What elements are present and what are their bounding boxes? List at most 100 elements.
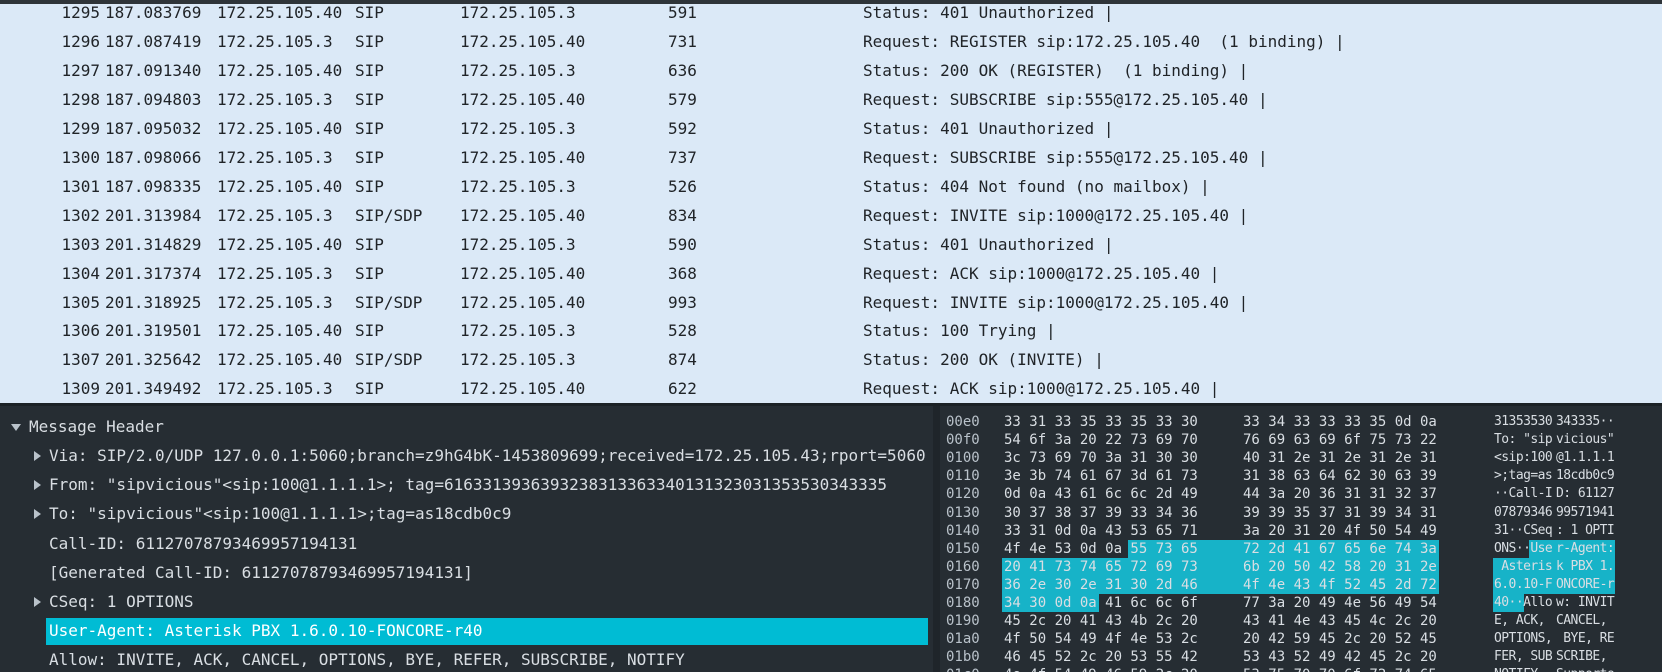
hex-ascii[interactable]: 6.0.10-F: [1494, 576, 1553, 592]
hex-ascii[interactable]: r-Agent:: [1556, 540, 1615, 556]
packet-source: 172.25.105.3: [217, 147, 333, 167]
top-bar: [0, 0, 1662, 4]
hex-ascii[interactable]: vicious": [1556, 432, 1615, 448]
hex-bytes[interactable]: 4f 4e 53 0d 0a 55 73 65: [1004, 540, 1198, 557]
hex-ascii[interactable]: D: 61127: [1556, 486, 1615, 502]
hex-bytes[interactable]: 43 41 4e 43 45 4c 2c 20: [1243, 613, 1437, 630]
hex-bytes[interactable]: 4e 4f 54 49 46 59 2c 20: [1004, 665, 1198, 672]
packet-row[interactable]: 1302 201.313984 172.25.105.3 SIP/SDP 172.25.…: [0, 202, 1662, 230]
hex-ascii[interactable]: BYE, RE: [1556, 631, 1615, 647]
hex-bytes[interactable]: 53 75 70 70 6f 72 74 65: [1243, 665, 1437, 672]
hex-bytes[interactable]: 3c 73 69 70 3a 31 30 30: [1004, 450, 1198, 467]
hex-ascii[interactable]: 99571941: [1556, 504, 1615, 520]
hex-bytes[interactable]: 45 2c 20 41 43 4b 2c 20: [1004, 613, 1198, 630]
expand-arrow[interactable]: [34, 509, 41, 520]
hex-bytes[interactable]: 72 2d 41 67 65 6e 74 3a: [1243, 540, 1437, 557]
hex-ascii[interactable]: <sip:100: [1494, 450, 1553, 466]
packet-row[interactable]: 1296 187.087419 172.25.105.3 SIP 172.25.105.…: [0, 28, 1662, 56]
hex-bytes[interactable]: 30 37 38 37 39 33 34 36: [1004, 504, 1198, 521]
hex-ascii[interactable]: Asteris: [1494, 558, 1553, 574]
packet-row[interactable]: 1297 187.091340 172.25.105.40 SIP 172.25.105…: [0, 57, 1662, 85]
hex-bytes[interactable]: 40 31 2e 31 2e 31 2e 31: [1243, 450, 1437, 467]
hex-ascii[interactable]: 31353530: [1494, 414, 1553, 429]
packet-row[interactable]: 1307 201.325642 172.25.105.40 SIP/SDP 172.25…: [0, 346, 1662, 374]
packet-info: Status: 401 Unauthorized |: [863, 118, 1114, 138]
packet-row[interactable]: 1303 201.314829 172.25.105.40 SIP 172.25.105…: [0, 231, 1662, 259]
hex-bytes[interactable]: 39 39 35 37 31 39 34 31: [1243, 504, 1437, 521]
hex-bytes[interactable]: 33 31 0d 0a 43 53 65 71: [1004, 522, 1198, 539]
packet-row[interactable]: 1300 187.098066 172.25.105.3 SIP 172.25.105.…: [0, 144, 1662, 172]
hex-ascii[interactable]: Supporte: [1556, 665, 1615, 672]
hex-bytes[interactable]: 0d 0a 43 61 6c 6c 2d 49: [1004, 486, 1198, 503]
hex-bytes[interactable]: 46 45 52 2c 20 53 55 42: [1004, 649, 1198, 666]
hex-selection: [1002, 575, 1439, 594]
hex-bytes[interactable]: 53 43 52 49 42 45 2c 20: [1243, 649, 1437, 666]
hex-ascii[interactable]: NOTIFY,: [1494, 665, 1552, 672]
hex-bytes[interactable]: 76 69 63 69 6f 75 73 22: [1243, 432, 1437, 449]
hex-bytes[interactable]: 33 31 33 35 33 35 33 30: [1004, 414, 1198, 430]
hex-bytes[interactable]: 6b 20 50 42 58 20 31 2e: [1243, 558, 1437, 575]
hex-ascii[interactable]: w: INVIT: [1556, 595, 1615, 610]
packet-protocol: SIP/SDP: [355, 350, 423, 370]
packet-row[interactable]: 1301 187.098335 172.25.105.40 SIP 172.25.105…: [0, 173, 1662, 201]
hex-ascii[interactable]: 343335··: [1556, 414, 1615, 429]
hex-ascii[interactable]: To: "sip: [1494, 432, 1553, 448]
packet-row[interactable]: 1298 187.094803 172.25.105.3 SIP 172.25.105.…: [0, 86, 1662, 114]
detail-line[interactable]: To: "sipvicious"<sip:100@1.1.1.1>;tag=as…: [49, 504, 512, 524]
detail-line[interactable]: Message Header: [29, 417, 164, 436]
detail-line[interactable]: [Generated Call-ID: 61127078793469957194…: [49, 562, 473, 582]
hex-bytes[interactable]: 4f 4e 43 4f 52 45 2d 72: [1243, 576, 1437, 593]
hex-ascii[interactable]: 40··Allo: [1494, 595, 1553, 610]
hex-bytes[interactable]: 31 38 63 64 62 30 63 39: [1243, 468, 1437, 485]
hex-ascii[interactable]: 18cdb0c9: [1556, 468, 1615, 484]
expand-arrow[interactable]: [34, 480, 41, 491]
expand-arrow[interactable]: [34, 451, 41, 462]
packet-row[interactable]: 1304 201.317374 172.25.105.3 SIP 172.25.105.…: [0, 260, 1662, 288]
hex-ascii[interactable]: @1.1.1.1: [1556, 450, 1615, 466]
packet-row[interactable]: 1309 201.349492 172.25.105.3 SIP 172.25.105.…: [0, 375, 1662, 403]
expand-arrow[interactable]: [34, 596, 41, 607]
hex-ascii[interactable]: 07879346: [1494, 504, 1553, 520]
hex-ascii[interactable]: k PBX 1.: [1556, 558, 1615, 574]
hex-ascii[interactable]: CANCEL,: [1556, 613, 1615, 629]
hex-bytes[interactable]: 77 3a 20 49 4e 56 49 54: [1243, 595, 1437, 611]
packet-protocol: SIP: [355, 89, 384, 109]
hex-ascii[interactable]: 31··CSeq: [1494, 522, 1553, 538]
hex-bytes[interactable]: 34 30 0d 0a 41 6c 6c 6f: [1004, 595, 1198, 611]
hex-bytes[interactable]: 33 34 33 33 33 35 0d 0a: [1243, 414, 1437, 430]
hex-bytes[interactable]: 3a 20 31 20 4f 50 54 49: [1243, 522, 1437, 539]
packet-row[interactable]: 1305 201.318925 172.25.105.3 SIP/SDP 172.25.…: [0, 289, 1662, 317]
packet-row[interactable]: 1295 187.083769 172.25.105.40 SIP 172.25.105…: [0, 0, 1662, 27]
hex-ascii[interactable]: ONCORE-r: [1556, 576, 1615, 592]
hex-ascii[interactable]: : 1 OPTI: [1556, 522, 1615, 538]
detail-line[interactable]: Via: SIP/2.0/UDP 127.0.0.1:5060;branch=z…: [49, 446, 926, 466]
hex-ascii[interactable]: ONS··Use: [1494, 540, 1553, 556]
hex-ascii[interactable]: >;tag=as: [1494, 468, 1553, 484]
detail-line[interactable]: CSeq: 1 OPTIONS: [49, 591, 194, 611]
hex-ascii[interactable]: ··Call-I: [1494, 486, 1553, 502]
detail-line[interactable]: User-Agent: Asterisk PBX 1.6.0.10-FONCOR…: [49, 621, 483, 641]
packet-source: 172.25.105.40: [217, 118, 343, 138]
hex-bytes[interactable]: 36 2e 30 2e 31 30 2d 46: [1004, 576, 1198, 593]
hex-offset: 0180: [946, 595, 980, 611]
collapse-arrow[interactable]: [11, 424, 21, 431]
detail-line[interactable]: From: "sipvicious"<sip:100@1.1.1.1>; tag…: [49, 475, 888, 495]
hex-bytes[interactable]: 54 6f 3a 20 22 73 69 70: [1004, 432, 1198, 449]
hex-ascii[interactable]: OPTIONS,: [1494, 631, 1553, 647]
hex-bytes[interactable]: 20 41 73 74 65 72 69 73: [1004, 558, 1198, 575]
hex-ascii[interactable]: E, ACK,: [1494, 613, 1553, 629]
packet-row[interactable]: 1306 201.319501 172.25.105.40 SIP 172.25.105…: [0, 317, 1662, 345]
hex-bytes[interactable]: 20 42 59 45 2c 20 52 45: [1243, 631, 1437, 648]
hex-bytes[interactable]: 3e 3b 74 61 67 3d 61 73: [1004, 468, 1198, 485]
packet-number: 1303: [61, 234, 100, 254]
packet-row[interactable]: 1299 187.095032 172.25.105.40 SIP 172.25.105…: [0, 115, 1662, 143]
pane-splitter[interactable]: [933, 406, 940, 672]
hex-bytes[interactable]: 4f 50 54 49 4f 4e 53 2c: [1004, 631, 1198, 648]
detail-line[interactable]: Allow: INVITE, ACK, CANCEL, OPTIONS, BYE…: [49, 650, 685, 670]
hex-ascii[interactable]: SCRIBE,: [1556, 649, 1615, 665]
detail-line[interactable]: Call-ID: 61127078793469957194131: [49, 533, 358, 553]
hex-bytes[interactable]: 44 3a 20 36 31 31 32 37: [1243, 486, 1437, 503]
hex-offset: 0160: [946, 558, 980, 575]
packet-destination: 172.25.105.40: [460, 263, 586, 283]
hex-ascii[interactable]: FER, SUB: [1494, 649, 1553, 665]
